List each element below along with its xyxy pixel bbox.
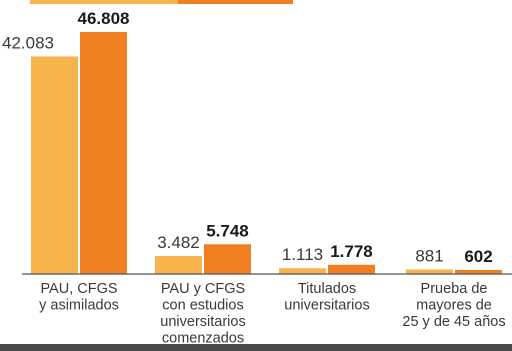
- bar-1-series-0: [155, 255, 202, 274]
- legend-swatch-a: [30, 0, 178, 4]
- value-label-1-series-1: 5.748: [206, 221, 249, 240]
- bar-2-series-0: [279, 268, 326, 274]
- bar-3-series-1: [455, 270, 502, 274]
- value-label-0-series-0: 42.083: [2, 33, 54, 52]
- value-labels: 42.083 46.808 3.482 5.748 1.113 1.778 881 602: [2, 9, 493, 266]
- category-label-1-line-1: con estudios: [162, 298, 243, 314]
- category-label-0-line-0: PAU, CFGS: [40, 281, 117, 297]
- category-label-3-line-1: mayores de: [416, 298, 492, 314]
- value-label-1-series-0: 3.482: [157, 233, 200, 252]
- category-label-2-line-0: Titulados: [298, 281, 356, 297]
- bottom-divider: [0, 344, 512, 351]
- bar-2-series-1: [328, 264, 375, 274]
- category-label-1-line-0: PAU y CFGS: [161, 281, 245, 297]
- category-label-3-line-0: Prueba de: [421, 281, 488, 297]
- value-label-3-series-1: 602: [464, 247, 492, 266]
- bar-3-series-0: [406, 269, 453, 274]
- category-label-0-line-1: y asimilados: [39, 298, 119, 314]
- bar-0-series-0: [31, 56, 78, 275]
- legend: [30, 0, 293, 4]
- category-label-1-line-2: universitarios: [160, 314, 245, 330]
- value-label-2-series-1: 1.778: [330, 242, 373, 261]
- value-label-3-series-0: 881: [415, 246, 443, 265]
- category-label-2-line-1: universitarios: [284, 298, 369, 314]
- category-label-3-line-2: 25 y de 45 años: [402, 314, 505, 330]
- bar-0-series-1: [80, 32, 127, 274]
- bar-1-series-1: [204, 244, 251, 274]
- value-label-0-series-1: 46.808: [78, 9, 130, 28]
- value-label-2-series-0: 1.113: [282, 245, 323, 264]
- legend-swatch-b: [178, 0, 293, 4]
- category-label-1-line-3: comenzados: [162, 331, 244, 347]
- bars: [31, 32, 502, 275]
